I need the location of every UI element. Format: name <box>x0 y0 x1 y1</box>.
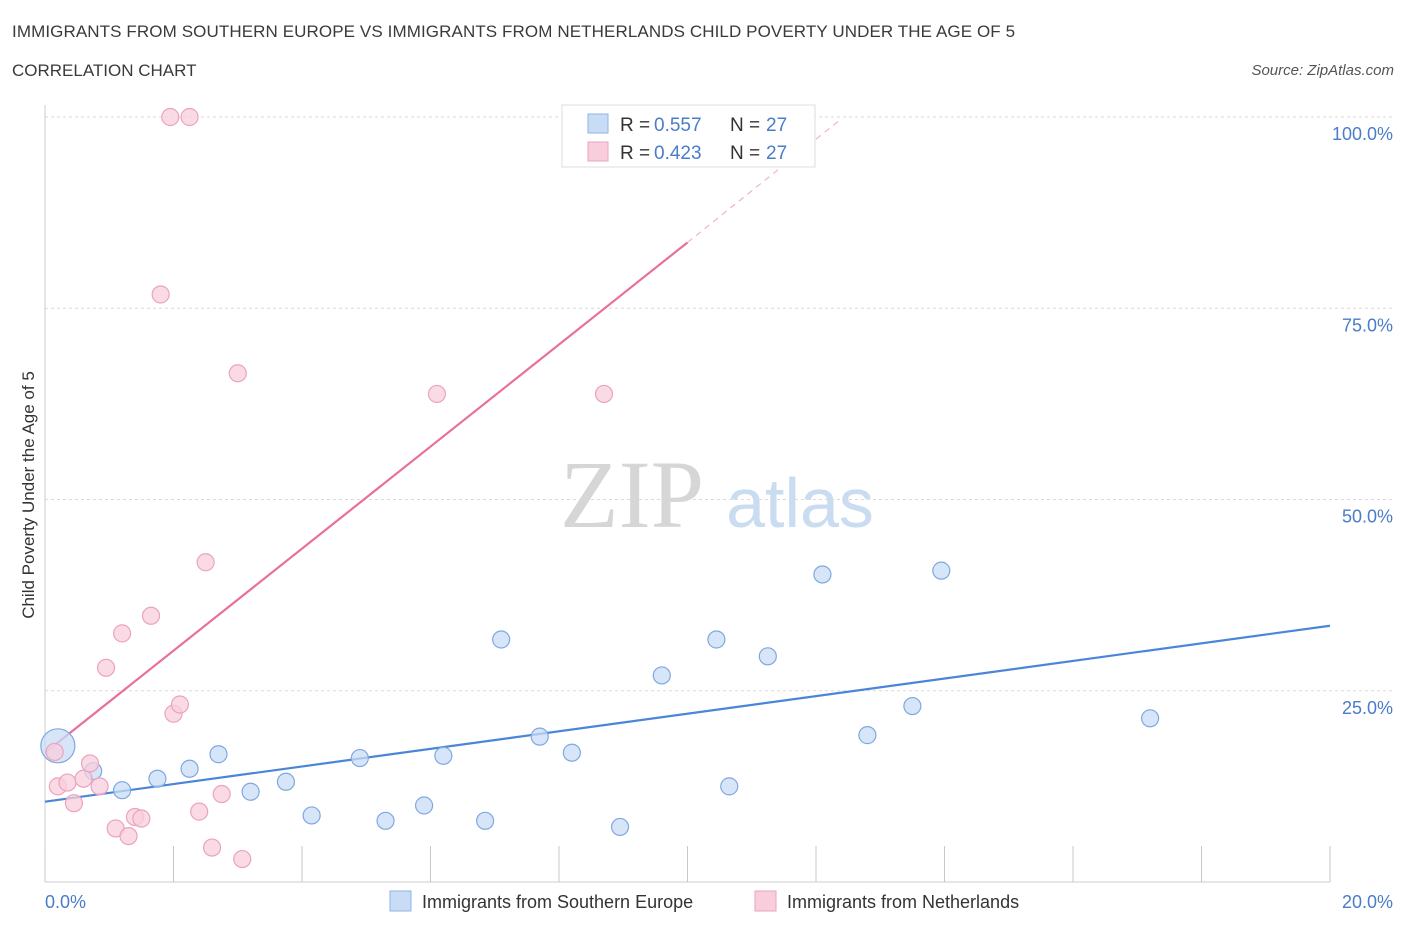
data-point-southern-europe <box>302 806 321 825</box>
data-point-southern-europe <box>720 777 739 796</box>
data-point-netherlands <box>180 107 199 127</box>
data-point-southern-europe <box>414 796 434 815</box>
data-point-southern-europe <box>1140 709 1160 728</box>
data-point-southern-europe <box>492 630 511 649</box>
data-point-southern-europe <box>148 769 167 788</box>
data-point-southern-europe <box>209 745 228 764</box>
data-point-southern-europe <box>758 647 777 666</box>
trend-line-netherlands <box>44 241 689 754</box>
data-point-netherlands <box>58 773 77 792</box>
data-point-southern-europe <box>858 726 877 745</box>
data-point-netherlands <box>112 624 132 643</box>
bottom-legend-label-netherlands: Immigrants from Netherlands <box>787 892 1019 912</box>
data-point-netherlands <box>233 849 252 869</box>
data-point-netherlands <box>212 784 231 804</box>
tick-labels: 100.0% 75.0% 50.0% 25.0% 0.0% 20.0% <box>45 124 1393 912</box>
data-point-netherlands <box>196 553 215 572</box>
data-point-netherlands <box>64 794 84 813</box>
source-credit: Source: ZipAtlas.com <box>1251 62 1394 79</box>
trend-line-southern-europe <box>44 624 1331 803</box>
data-point-netherlands <box>119 826 138 846</box>
data-point-southern-europe <box>932 561 951 580</box>
data-points <box>40 107 1160 869</box>
data-point-netherlands <box>45 742 64 762</box>
trend-lines <box>44 118 1331 803</box>
data-point-southern-europe <box>376 811 395 830</box>
data-point-southern-europe <box>276 772 296 791</box>
chart-title: IMMIGRANTS FROM SOUTHERN EUROPE VS IMMIG… <box>12 22 1016 41</box>
data-point-netherlands <box>202 838 222 857</box>
data-point-southern-europe <box>434 746 453 765</box>
data-point-southern-europe <box>476 811 495 830</box>
chart-subtitle: CORRELATION CHART <box>12 61 197 80</box>
data-point-netherlands <box>151 285 170 304</box>
data-point-southern-europe <box>241 782 260 801</box>
data-point-netherlands <box>90 777 109 796</box>
data-point-netherlands <box>170 695 190 714</box>
x-tick-label-min: 0.0% <box>45 892 86 912</box>
data-point-netherlands <box>228 364 247 383</box>
watermark-atlas: atlas <box>726 464 874 542</box>
legend-r-value-1: 0.557 <box>654 115 702 136</box>
y-axis-label: Child Poverty Under the Age of 5 <box>19 371 38 619</box>
legend-swatch-southern-europe <box>587 113 609 134</box>
bottom-legend-swatch-southern-europe <box>389 890 412 912</box>
legend-n-label-1: N = <box>730 115 760 136</box>
data-point-netherlands <box>80 754 100 773</box>
data-point-southern-europe <box>610 817 630 837</box>
bottom-legend-swatch-netherlands <box>754 890 777 912</box>
data-point-netherlands <box>427 384 447 404</box>
series-legend: Immigrants from Southern Europe Immigran… <box>389 890 1019 912</box>
y-tick-label: 100.0% <box>1332 124 1393 144</box>
legend-r-label-2: R = <box>620 143 650 164</box>
data-point-netherlands <box>96 658 116 677</box>
data-point-netherlands <box>141 606 161 625</box>
data-point-netherlands <box>161 107 180 127</box>
data-point-netherlands <box>132 809 151 828</box>
y-tick-label: 75.0% <box>1342 315 1393 335</box>
data-point-southern-europe <box>180 759 199 778</box>
data-point-southern-europe <box>562 743 581 762</box>
watermark-zip: ZIP <box>560 441 704 548</box>
data-point-southern-europe <box>112 781 132 800</box>
legend-n-value-2: 27 <box>766 143 787 164</box>
legend-n-value-1: 27 <box>766 115 787 136</box>
data-point-netherlands <box>190 802 209 821</box>
stats-legend: R = 0.557 N = 27 R = 0.423 N = 27 <box>561 104 816 168</box>
data-point-southern-europe <box>350 748 369 768</box>
data-point-netherlands <box>74 769 93 788</box>
data-point-southern-europe <box>530 727 549 746</box>
x-tick-label-max: 20.0% <box>1342 892 1393 912</box>
grid-lines <box>45 116 1394 692</box>
legend-n-label-2: N = <box>730 143 760 164</box>
data-point-southern-europe <box>813 565 832 584</box>
bottom-legend-label-southern-europe: Immigrants from Southern Europe <box>422 892 693 912</box>
data-point-southern-europe <box>652 666 671 685</box>
data-point-netherlands <box>594 384 614 404</box>
legend-r-label-1: R = <box>620 115 650 136</box>
legend-swatch-netherlands <box>587 141 609 162</box>
data-point-southern-europe <box>903 696 922 716</box>
legend-r-value-2: 0.423 <box>654 143 702 164</box>
y-tick-label: 50.0% <box>1342 507 1393 527</box>
y-tick-label: 25.0% <box>1342 698 1393 718</box>
data-point-southern-europe <box>707 630 726 649</box>
